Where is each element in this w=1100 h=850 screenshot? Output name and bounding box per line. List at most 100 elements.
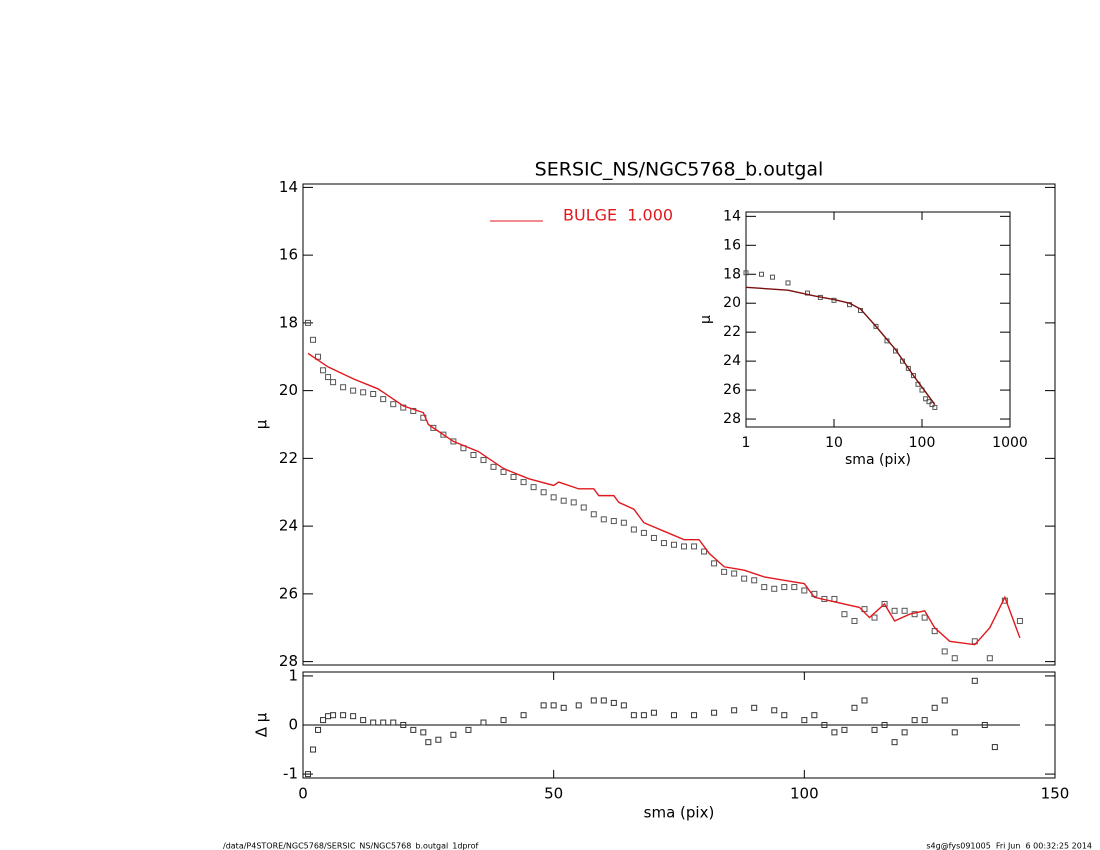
x-tick-label: 0 [298, 785, 308, 803]
y-tick-label: 28 [279, 652, 298, 670]
data-point [480, 719, 487, 726]
data-point [590, 511, 597, 518]
data-point [891, 607, 898, 614]
data-point [873, 323, 879, 329]
data-point [731, 570, 738, 577]
data-point [540, 489, 547, 496]
data-point [410, 407, 417, 414]
data-point [951, 655, 958, 662]
data-point [465, 726, 472, 733]
y-tick-label: 16 [279, 246, 298, 264]
data-point [811, 712, 818, 719]
data-point [901, 607, 908, 614]
data-point [926, 399, 932, 405]
data-point [340, 712, 347, 719]
x-tick-label: 100 [909, 435, 936, 451]
data-point [991, 744, 998, 751]
data-point [520, 479, 527, 486]
data-point [711, 709, 718, 716]
data-point [570, 499, 577, 506]
data-point [610, 699, 617, 706]
y-tick-label: 26 [723, 382, 741, 398]
data-point [1016, 617, 1023, 624]
data-point [350, 387, 357, 394]
data-point [305, 319, 312, 326]
data-point [743, 270, 749, 276]
y-tick-label: 14 [723, 208, 741, 224]
data-point [560, 704, 567, 711]
data-point [691, 543, 698, 550]
data-point [315, 726, 322, 733]
data-point [910, 373, 916, 379]
data-point [560, 497, 567, 504]
data-point [821, 722, 828, 728]
data-point [330, 379, 337, 386]
data-point [490, 463, 497, 470]
data-point [450, 438, 457, 445]
data-point [691, 712, 698, 719]
y-tick-label: 16 [723, 237, 741, 253]
data-point [861, 697, 868, 704]
y-axis-label: Δ μ [253, 712, 271, 737]
chart-title: SERSIC_NS/NGC5768_b.outgal [535, 159, 824, 181]
data-point [769, 274, 775, 280]
data-point [330, 712, 337, 719]
data-point [721, 568, 728, 575]
y-tick-label: 0 [288, 716, 298, 734]
data-point [550, 494, 557, 501]
y-axis-label: μ [698, 315, 714, 324]
data-point [320, 717, 327, 724]
data-point [901, 729, 908, 736]
data-point [771, 707, 778, 714]
data-point [600, 697, 607, 704]
y-tick-label: 24 [279, 517, 298, 535]
data-point [711, 560, 718, 567]
data-point [981, 722, 988, 728]
data-point [660, 540, 667, 547]
data-point [670, 712, 677, 719]
data-point [921, 717, 928, 724]
data-point [370, 719, 377, 726]
data-point [350, 713, 357, 720]
y-tick-label: 28 [723, 411, 741, 427]
x-axis-label: sma (pix) [845, 452, 911, 468]
data-point [480, 457, 487, 464]
data-point [841, 611, 848, 618]
data-point [670, 541, 677, 548]
model-line [307, 352, 1021, 646]
data-point [681, 543, 688, 550]
data-point [630, 712, 637, 719]
y-axis-label: μ [253, 419, 271, 429]
plot-frame [302, 183, 1056, 666]
data-point [761, 584, 768, 591]
x-tick-label: 1000 [992, 435, 1028, 451]
data-point [370, 391, 377, 398]
data-point [851, 704, 858, 711]
data-point [450, 731, 457, 738]
plot-frame [745, 211, 1011, 428]
y-tick-label: 18 [723, 266, 741, 282]
data-point [971, 677, 978, 684]
data-point [550, 702, 557, 709]
data-point [315, 353, 322, 360]
data-point [400, 722, 407, 728]
data-point [540, 702, 547, 709]
data-point [360, 717, 367, 724]
y-tick-label: 24 [723, 353, 741, 369]
data-point [841, 726, 848, 733]
data-point [751, 577, 758, 584]
data-point [340, 384, 347, 391]
data-point [310, 336, 317, 343]
data-point [425, 739, 432, 746]
data-point [751, 704, 758, 711]
data-point [951, 729, 958, 736]
data-point [500, 717, 507, 724]
data-point [325, 713, 332, 720]
data-point [650, 534, 657, 541]
data-point [911, 717, 918, 724]
data-point [701, 548, 708, 555]
data-point [390, 719, 397, 726]
data-point [530, 484, 537, 491]
data-point [380, 719, 387, 726]
